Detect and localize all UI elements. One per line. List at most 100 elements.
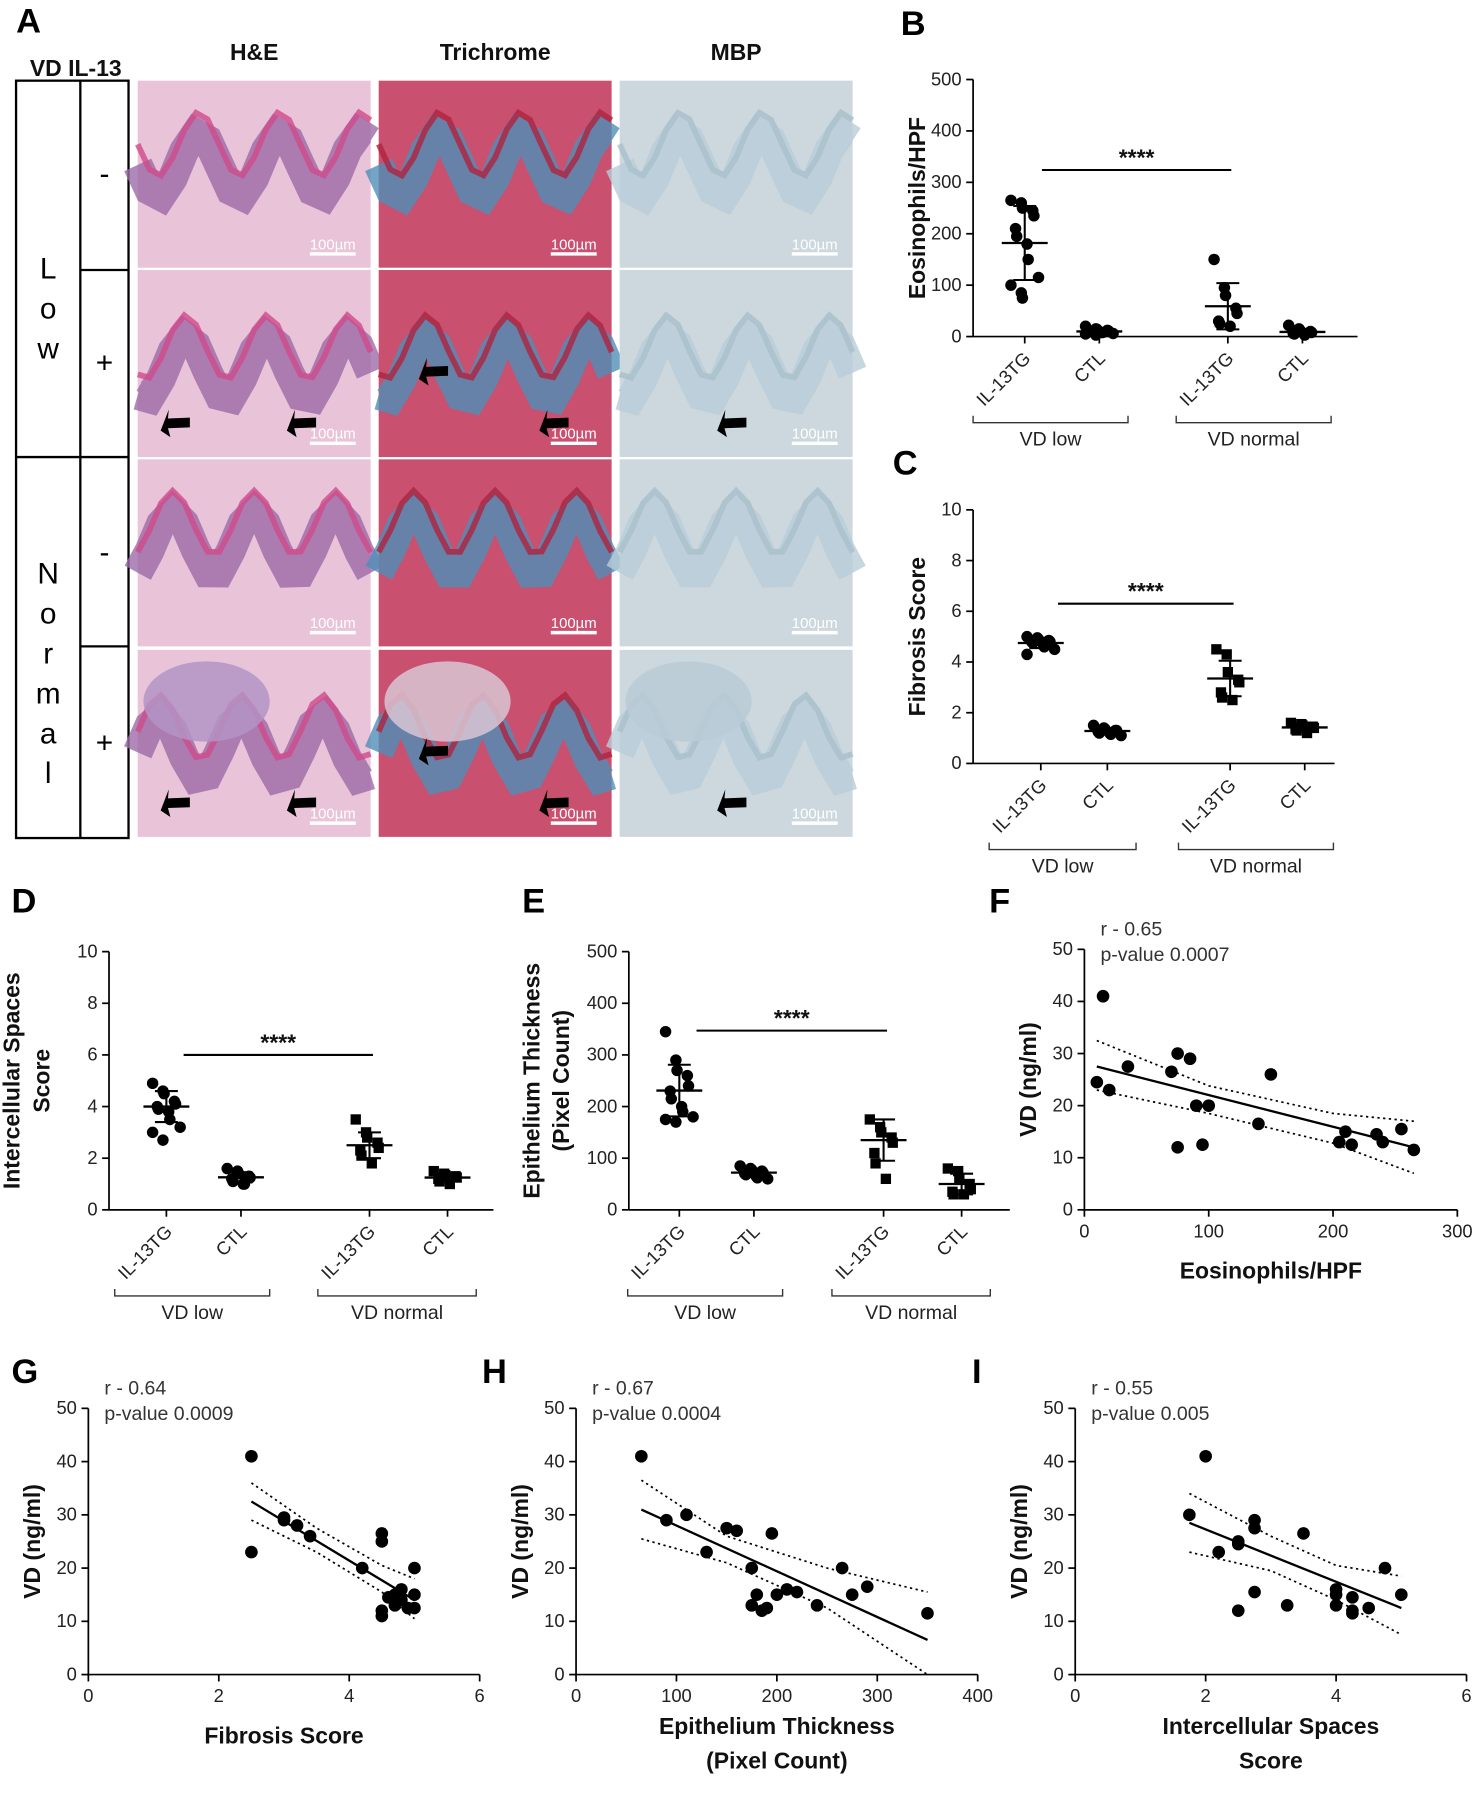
y-tick-label: 200: [931, 222, 962, 243]
histology-image: 100µm: [365, 80, 620, 268]
error-bar: [1095, 727, 1119, 735]
data-point: [440, 1169, 451, 1181]
histology-image: 100µm: [606, 80, 861, 268]
tissue-band: [606, 489, 866, 588]
data-point: [277, 1513, 291, 1527]
data-point: [635, 1449, 648, 1463]
data-point: [687, 1111, 699, 1123]
y-axis-title: VD (ng/ml): [507, 1484, 533, 1599]
y-axis-title: (Pixel Count): [548, 1010, 574, 1151]
y-axis-title: VD (ng/ml): [19, 1484, 45, 1599]
stat-annotation: r - 0.55: [1091, 1378, 1153, 1400]
data-point: [670, 1116, 682, 1128]
data-point: [1297, 1527, 1310, 1540]
column-header: H&E: [230, 39, 278, 65]
error-bar: [1290, 327, 1314, 337]
data-point: [864, 1114, 875, 1125]
data-point: [1121, 1060, 1135, 1073]
column-header: MBP: [711, 39, 762, 65]
data-point: [876, 1127, 887, 1138]
tissue-band: [365, 489, 625, 588]
x-tick-label: 200: [1318, 1220, 1349, 1241]
data-point: [730, 1524, 744, 1538]
arrow: [717, 789, 747, 817]
tissue-band: [606, 112, 861, 216]
y-tick-label: 0: [607, 1199, 617, 1220]
scale-bar-label: 100µm: [310, 616, 356, 632]
data-point: [1231, 307, 1243, 320]
group-bracket: [627, 1289, 784, 1297]
lumen-content: [625, 661, 752, 742]
data-point: [1346, 1591, 1359, 1604]
scale-bar-label: 100µm: [792, 616, 838, 632]
data-point: [355, 1561, 369, 1575]
y-axis-title: Fibrosis Score: [904, 557, 930, 716]
x-tick-label: 2: [1201, 1685, 1211, 1706]
x-tick-label: IL-13TG: [988, 774, 1050, 836]
data-point: [880, 1173, 892, 1185]
y-tick-label: 500: [931, 68, 962, 89]
significance-label: ****: [260, 1029, 296, 1055]
data-point: [1297, 720, 1308, 731]
tissue-band: [133, 314, 385, 416]
stat-annotation: p-value 0.0004: [592, 1403, 721, 1425]
ci-band-upper: [1096, 1039, 1414, 1123]
il13-label: +: [96, 347, 113, 380]
data-point: [1329, 1588, 1343, 1602]
data-point: [1227, 694, 1238, 706]
y-axis-title: VD (ng/ml): [1015, 1022, 1041, 1137]
arrow: [539, 409, 569, 438]
y-tick-label: 50: [56, 1397, 76, 1418]
data-point: [1189, 1099, 1203, 1112]
tissue-band: [124, 694, 376, 796]
data-point: [1021, 648, 1033, 661]
data-point: [1285, 717, 1297, 729]
data-point: [1048, 643, 1061, 656]
data-point: [382, 1591, 395, 1604]
x-tick-label: 300: [862, 1685, 893, 1706]
data-point: [755, 1604, 769, 1617]
y-tick-label: 300: [931, 171, 962, 192]
y-tick-label: 0: [554, 1663, 564, 1684]
ci-band-upper: [640, 1479, 928, 1593]
il13-label: -: [99, 157, 109, 190]
data-point: [671, 1064, 683, 1077]
x-tick-label: CTL: [724, 1221, 763, 1260]
data-point: [665, 1093, 678, 1105]
x-tick-label: CTL: [932, 1221, 971, 1260]
fit-line: [1188, 1521, 1402, 1610]
data-point: [1028, 210, 1040, 222]
scale-bar-label: 100µm: [551, 427, 597, 443]
x-tick-label: IL-13TG: [317, 1221, 379, 1283]
scale-bar-label: 100µm: [551, 807, 597, 823]
x-tick-label: 0: [571, 1685, 581, 1706]
x-axis-title: Intercellular Spaces: [1162, 1713, 1379, 1739]
data-point: [660, 1513, 673, 1527]
x-tick-label: IL-13TG: [1175, 347, 1237, 409]
x-tick-label: 2: [214, 1685, 224, 1706]
scale-bar-label: 100µm: [792, 807, 838, 823]
data-point: [1202, 1099, 1216, 1112]
stat-annotation: r - 0.64: [104, 1378, 166, 1400]
tissue-edge: [135, 486, 374, 555]
data-point: [745, 1561, 759, 1575]
data-point: [845, 1588, 859, 1602]
y-axis-title: Score: [28, 1049, 54, 1113]
data-point: [1208, 253, 1220, 266]
histology-image: 100µm: [124, 649, 376, 837]
x-tick-label: IL-13TG: [114, 1221, 176, 1283]
data-point: [1395, 1122, 1408, 1136]
tissue-edge: [136, 311, 374, 382]
histology-image: 100µm: [605, 649, 857, 837]
group-bracket: [972, 415, 1129, 424]
scale-bar-label: 100µm: [792, 237, 838, 253]
data-point: [700, 1545, 713, 1559]
data-point: [1090, 1075, 1104, 1089]
x-tick-label: 4: [1331, 1685, 1341, 1706]
x-tick-label: CTL: [1273, 347, 1312, 386]
data-point: [860, 1580, 874, 1594]
table-frame: [14, 79, 130, 840]
stat-annotation: p-value 0.0009: [104, 1403, 233, 1425]
group-label: VD low: [1032, 855, 1095, 877]
data-point: [1171, 1047, 1184, 1060]
